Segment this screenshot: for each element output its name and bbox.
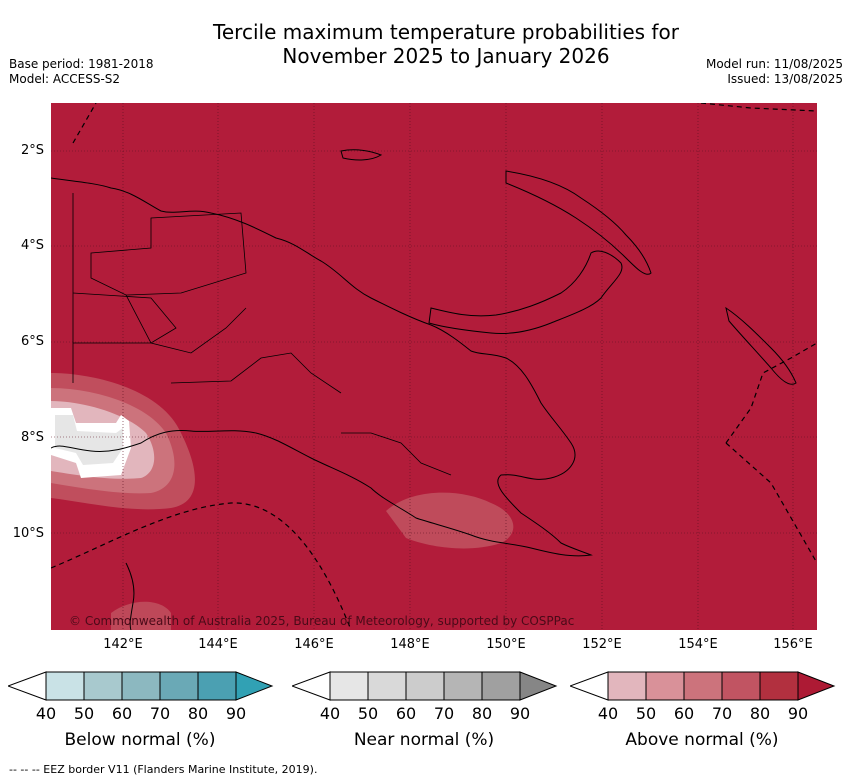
near-normal-inner — [55, 415, 123, 465]
prob-shade-south — [111, 601, 171, 630]
australia-coast — [125, 562, 135, 630]
cb-below-tick-90: 90 — [225, 704, 247, 723]
prob-shade-southeast — [386, 492, 514, 549]
cb-near-tick-40: 40 — [319, 704, 341, 723]
colorbar-near-normal — [292, 671, 558, 701]
bougainville-coast — [725, 306, 797, 385]
lon-label-142e: 142°E — [103, 637, 143, 652]
lon-label-152e: 152°E — [582, 637, 622, 652]
colorbar-label-near: Near normal (%) — [353, 730, 495, 750]
colorbar-label-above: Above normal (%) — [625, 730, 779, 750]
cb-below-tick-40: 40 — [35, 704, 57, 723]
copyright-watermark: © Commonwealth of Australia 2025, Bureau… — [69, 614, 574, 628]
model-run: Model run: 11/08/2025 — [705, 57, 843, 71]
lat-label-4s: 4°S — [20, 238, 44, 253]
model-name: Model: ACCESS-S2 — [9, 72, 121, 86]
cb-near-tick-70: 70 — [433, 704, 455, 723]
lon-label-156e: 156°E — [773, 637, 813, 652]
cb-below-tick-80: 80 — [187, 704, 209, 723]
chart-title: Tercile maximum temperature probabilitie… — [0, 20, 850, 68]
eez-footnote: -- -- -- EEZ border V11 (Flanders Marine… — [9, 763, 318, 776]
lon-label-148e: 148°E — [390, 637, 430, 652]
map-background — [51, 103, 817, 630]
cb-near-tick-50: 50 — [357, 704, 379, 723]
cb-above-tick-70: 70 — [711, 704, 733, 723]
base-period: Base period: 1981-2018 — [9, 57, 154, 71]
cb-above-tick-90: 90 — [787, 704, 809, 723]
lat-label-2s: 2°S — [20, 143, 44, 158]
lon-label-144e: 144°E — [198, 637, 238, 652]
map[interactable]: © Commonwealth of Australia 2025, Bureau… — [51, 103, 817, 630]
lat-label-10s: 10°S — [12, 526, 44, 541]
new-ireland-coast — [505, 170, 652, 275]
cb-near-tick-60: 60 — [395, 704, 417, 723]
cb-near-tick-80: 80 — [471, 704, 493, 723]
colorbar-below-normal — [8, 671, 274, 701]
meta-left: Base period: 1981-2018 Model: ACCESS-S2 — [9, 57, 154, 87]
new-guinea-coast — [51, 177, 593, 557]
title-line-1: Tercile maximum temperature probabilitie… — [213, 20, 679, 44]
lon-label-146e: 146°E — [294, 637, 334, 652]
cb-above-tick-80: 80 — [749, 704, 771, 723]
manus-coast — [340, 149, 383, 161]
eez-borders — [51, 103, 817, 630]
colorbar-label-below: Below normal (%) — [64, 730, 216, 750]
lon-label-150e: 150°E — [486, 637, 526, 652]
cb-above-tick-60: 60 — [673, 704, 695, 723]
cb-below-tick-70: 70 — [149, 704, 171, 723]
lat-label-6s: 6°S — [20, 334, 44, 349]
cb-above-tick-50: 50 — [635, 704, 657, 723]
meta-right: Model run: 11/08/2025 Issued: 13/08/2025 — [706, 57, 843, 87]
new-britain-coast — [428, 250, 623, 334]
colorbar-above-normal — [570, 671, 836, 701]
coastlines — [51, 149, 797, 630]
cb-below-tick-60: 60 — [111, 704, 133, 723]
cb-below-tick-50: 50 — [73, 704, 95, 723]
lat-label-8s: 8°S — [20, 430, 44, 445]
title-line-2: November 2025 to January 2026 — [282, 44, 610, 68]
issued-date: Issued: 13/08/2025 — [727, 72, 843, 86]
cb-near-tick-90: 90 — [509, 704, 531, 723]
province-borders — [72, 193, 452, 476]
cb-above-tick-40: 40 — [597, 704, 619, 723]
lon-label-154e: 154°E — [678, 637, 718, 652]
